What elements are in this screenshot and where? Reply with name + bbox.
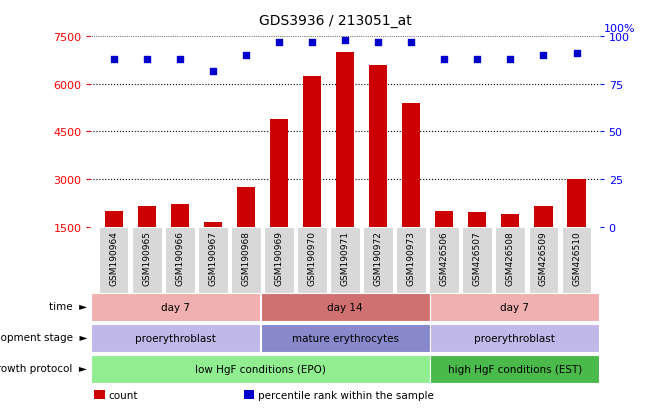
- Text: GSM426507: GSM426507: [473, 230, 482, 285]
- Bar: [529, 227, 558, 295]
- Text: high HgF conditions (EST): high HgF conditions (EST): [448, 364, 582, 374]
- Bar: [171, 205, 189, 275]
- Bar: [535, 206, 553, 275]
- Bar: [91, 325, 260, 352]
- Bar: [231, 227, 261, 295]
- Bar: [261, 325, 429, 352]
- Text: 100%: 100%: [604, 24, 635, 34]
- Bar: [94, 390, 105, 399]
- Bar: [98, 227, 129, 295]
- Text: GSM190973: GSM190973: [407, 230, 415, 285]
- Point: [571, 51, 582, 57]
- Bar: [91, 294, 260, 321]
- Bar: [567, 180, 586, 275]
- Bar: [396, 227, 426, 295]
- Bar: [402, 104, 420, 275]
- Text: proerythroblast: proerythroblast: [474, 333, 555, 343]
- Text: GSM426506: GSM426506: [440, 230, 449, 285]
- Point: [208, 68, 218, 75]
- Bar: [264, 227, 294, 295]
- Text: GSM190968: GSM190968: [241, 230, 251, 285]
- Point: [406, 40, 417, 46]
- Point: [472, 57, 482, 63]
- Point: [307, 40, 318, 46]
- Bar: [430, 294, 599, 321]
- Bar: [137, 206, 155, 275]
- Bar: [462, 227, 492, 295]
- Bar: [435, 211, 454, 275]
- Bar: [561, 227, 592, 295]
- Bar: [430, 325, 599, 352]
- Point: [439, 57, 450, 63]
- Text: GSM190966: GSM190966: [176, 230, 184, 285]
- Point: [241, 53, 251, 59]
- Bar: [468, 213, 486, 275]
- Bar: [261, 294, 429, 321]
- Text: GSM426508: GSM426508: [506, 230, 515, 285]
- Text: development stage  ►: development stage ►: [0, 332, 87, 343]
- Text: proerythroblast: proerythroblast: [135, 333, 216, 343]
- Text: GSM190965: GSM190965: [142, 230, 151, 285]
- Text: mature erythrocytes: mature erythrocytes: [291, 333, 399, 343]
- Bar: [91, 356, 429, 383]
- Bar: [369, 66, 387, 275]
- Bar: [496, 227, 525, 295]
- Bar: [303, 77, 321, 275]
- Bar: [270, 119, 288, 275]
- Text: GSM426510: GSM426510: [572, 230, 581, 285]
- Bar: [132, 227, 161, 295]
- Bar: [363, 227, 393, 295]
- Text: GSM426509: GSM426509: [539, 230, 548, 285]
- Text: day 14: day 14: [327, 302, 363, 312]
- Text: time  ►: time ►: [49, 301, 87, 312]
- Text: growth protocol  ►: growth protocol ►: [0, 363, 87, 374]
- Point: [141, 57, 152, 63]
- Bar: [204, 223, 222, 275]
- Bar: [105, 211, 123, 275]
- Point: [109, 57, 119, 63]
- Point: [538, 53, 549, 59]
- Bar: [165, 227, 194, 295]
- Text: count: count: [109, 390, 138, 400]
- Point: [273, 40, 284, 46]
- Bar: [429, 227, 459, 295]
- Text: GDS3936 / 213051_at: GDS3936 / 213051_at: [259, 14, 411, 28]
- Point: [505, 57, 516, 63]
- Text: GSM190971: GSM190971: [340, 230, 350, 285]
- Bar: [430, 356, 599, 383]
- Bar: [297, 227, 327, 295]
- Bar: [330, 227, 360, 295]
- Text: GSM190970: GSM190970: [308, 230, 316, 285]
- Point: [174, 57, 185, 63]
- Text: GSM190964: GSM190964: [109, 230, 118, 285]
- Bar: [237, 188, 255, 275]
- Text: GSM190972: GSM190972: [374, 230, 383, 285]
- Point: [340, 38, 350, 44]
- Point: [373, 40, 383, 46]
- Text: day 7: day 7: [500, 302, 529, 312]
- Text: GSM190969: GSM190969: [275, 230, 283, 285]
- Text: percentile rank within the sample: percentile rank within the sample: [258, 390, 434, 400]
- Text: day 7: day 7: [161, 302, 190, 312]
- Text: low HgF conditions (EPO): low HgF conditions (EPO): [195, 364, 326, 374]
- Bar: [501, 214, 519, 275]
- Bar: [244, 390, 255, 399]
- Bar: [198, 227, 228, 295]
- Text: GSM190967: GSM190967: [208, 230, 217, 285]
- Bar: [336, 53, 354, 275]
